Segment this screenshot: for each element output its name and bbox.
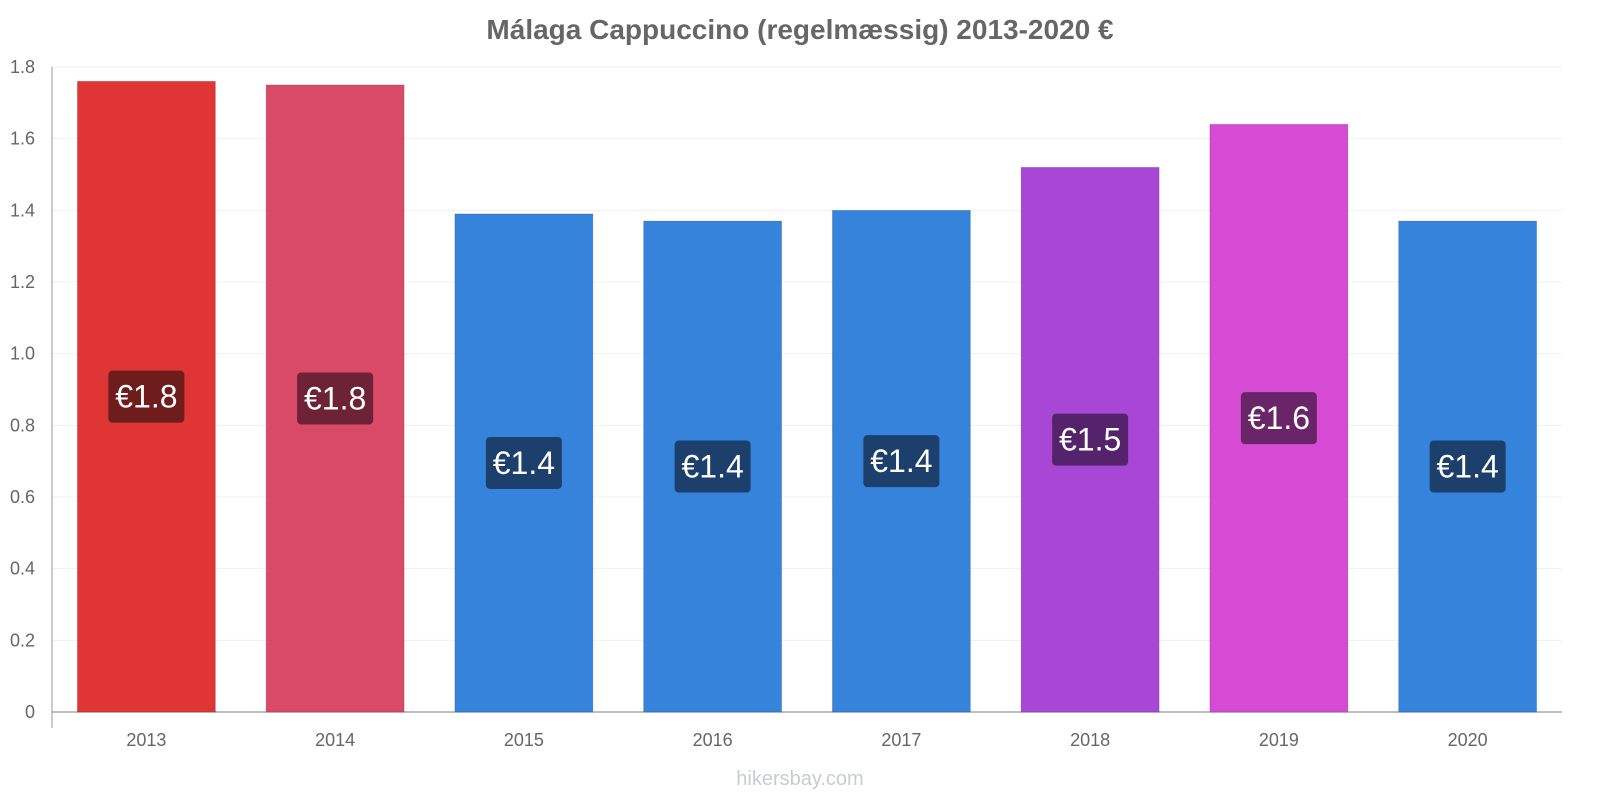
data-label: €1.4 xyxy=(493,445,555,481)
y-tick-label: 0.6 xyxy=(10,487,35,507)
y-tick-label: 0 xyxy=(25,702,35,722)
data-label-box xyxy=(297,372,374,425)
data-label-box xyxy=(1429,440,1506,493)
data-label-box xyxy=(1052,413,1129,466)
x-tick-label: 2019 xyxy=(1259,730,1299,750)
data-label: €1.8 xyxy=(304,380,366,416)
data-label-box xyxy=(1240,392,1317,445)
data-label: €1.4 xyxy=(870,443,932,479)
data-label: €1.4 xyxy=(1436,449,1498,485)
data-label-box xyxy=(674,440,751,493)
data-label: €1.6 xyxy=(1248,400,1310,436)
y-tick-label: 1.8 xyxy=(10,57,35,77)
y-tick-label: 1.0 xyxy=(10,344,35,364)
data-label: €1.4 xyxy=(681,449,743,485)
chart-title: Málaga Cappuccino (regelmæssig) 2013-202… xyxy=(486,14,1114,45)
y-tick-label: 0.8 xyxy=(10,415,35,435)
watermark: hikersbay.com xyxy=(736,768,864,790)
y-tick-label: 0.4 xyxy=(10,559,35,579)
data-label: €1.5 xyxy=(1059,422,1121,458)
x-tick-label: 2015 xyxy=(504,730,544,750)
x-tick-label: 2016 xyxy=(693,730,733,750)
x-tick-label: 2014 xyxy=(315,730,355,750)
data-label: €1.8 xyxy=(115,379,177,415)
x-tick-label: 2020 xyxy=(1448,730,1488,750)
y-tick-label: 1.6 xyxy=(10,129,35,149)
x-tick-label: 2013 xyxy=(126,730,166,750)
y-tick-label: 0.2 xyxy=(10,630,35,650)
data-label-box xyxy=(485,436,562,489)
y-tick-label: 1.2 xyxy=(10,272,35,292)
data-label-box xyxy=(108,370,185,423)
x-tick-label: 2017 xyxy=(881,730,921,750)
x-tick-label: 2018 xyxy=(1070,730,1110,750)
data-label-box xyxy=(863,435,940,488)
y-tick-label: 1.4 xyxy=(10,200,35,220)
